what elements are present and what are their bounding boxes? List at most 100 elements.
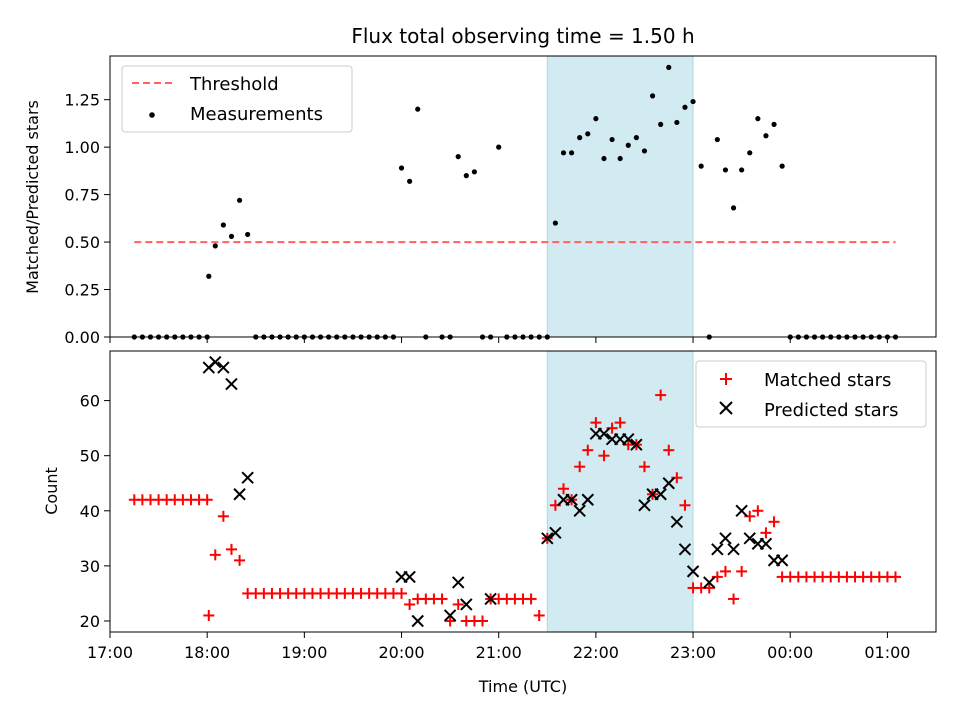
measurement-point <box>552 220 558 226</box>
top-y-tick-label: 0.75 <box>64 186 100 205</box>
bottom-y-tick-label: 60 <box>80 392 100 411</box>
measurement-point <box>641 148 648 154</box>
measurement-point <box>739 167 745 173</box>
matched-star-marker <box>590 417 602 429</box>
matched-star-marker <box>768 516 780 528</box>
threshold-legend-label: Threshold <box>189 74 279 95</box>
predicted-star-marker-b <box>686 565 700 578</box>
top-y-tick-label: 1.00 <box>64 138 100 157</box>
predicted-star-marker <box>743 532 756 545</box>
top-y-tick-label: 0.50 <box>64 233 100 252</box>
x-tick-label: 17:00 <box>87 643 133 662</box>
predicted-star-marker-b <box>638 499 651 512</box>
top-panel: 0.00 0.25 0.50 0.75 1.00 1.25 Flux total obse… <box>23 24 937 347</box>
matched-star-marker <box>703 582 715 594</box>
predicted-stars-legend-label: Predicted stars <box>764 400 898 421</box>
predicted-star-marker <box>452 576 465 589</box>
predicted-star-marker <box>638 499 651 512</box>
predicted-star-marker-b <box>241 471 254 484</box>
measurement-point <box>755 116 761 122</box>
matched-star-marker <box>557 483 569 495</box>
measurement-point <box>771 121 777 127</box>
bottom-y-tick-label: 20 <box>80 612 100 631</box>
predicted-star-marker-b <box>565 493 578 506</box>
predicted-star-marker <box>403 570 416 584</box>
predicted-star-marker <box>241 471 254 484</box>
matched-star-marker <box>582 444 594 456</box>
matched-star-marker <box>477 615 489 627</box>
matched-star-marker <box>396 587 408 599</box>
measurement-point <box>649 93 656 99</box>
measurement-point <box>609 136 615 143</box>
x-tick-label: 01:00 <box>864 643 910 662</box>
top-plot-frame <box>109 55 937 338</box>
measurement-point <box>455 154 461 160</box>
matched-star-marker <box>679 499 691 511</box>
measurements-legend-label: Measurements <box>190 104 323 125</box>
measurement-point <box>779 163 785 169</box>
measurement-point <box>206 273 212 279</box>
measurement-point <box>463 173 469 179</box>
predicted-star-marker <box>727 543 740 556</box>
predicted-star-marker <box>686 565 700 578</box>
matched-star-marker <box>201 494 213 506</box>
measurement-point <box>617 155 623 162</box>
measurement-point <box>625 142 631 148</box>
matched-stars-legend-swatch <box>720 373 732 385</box>
bottom-plot-frame <box>109 350 937 633</box>
predicted-star-marker <box>662 477 675 490</box>
predicted-star-marker-b <box>597 427 611 440</box>
matched-star-marker <box>404 598 416 610</box>
predicted-star-marker <box>630 438 643 451</box>
predicted-star-marker <box>597 427 611 440</box>
top-y-tick-label: 1.25 <box>64 91 100 110</box>
measurement-point <box>698 163 704 169</box>
predicted-star-marker <box>735 504 748 517</box>
predicted-star-marker-b <box>541 532 554 545</box>
measurements-legend-swatch <box>149 112 155 118</box>
measurement-point <box>682 104 688 110</box>
predicted-star-marker-b <box>460 598 473 611</box>
predicted-star-marker-b <box>711 543 724 556</box>
predicted-star-marker-b <box>743 532 756 545</box>
x-tick-label: 20:00 <box>378 643 424 662</box>
predicted-star-marker-b <box>217 361 230 374</box>
matched-star-marker <box>533 609 545 621</box>
predicted-star-marker-b <box>443 609 457 622</box>
predicted-star-marker-b <box>225 377 238 391</box>
predicted-star-marker <box>573 504 586 517</box>
bottom-y-tick-label: 30 <box>80 557 100 576</box>
measurement-point <box>245 231 251 238</box>
predicted-star-marker <box>443 609 457 622</box>
predicted-star-marker-b <box>654 488 667 501</box>
predicted-star-marker <box>565 493 578 506</box>
matched-star-marker <box>203 609 215 621</box>
predicted-star-marker <box>233 488 246 501</box>
predicted-star-marker <box>460 598 473 611</box>
predicted-star-marker <box>678 543 692 556</box>
matched-star-marker <box>736 565 748 577</box>
measurement-point <box>471 169 478 175</box>
bottom-legend-box <box>695 360 927 428</box>
bottom-legend: Matched stars Predicted stars <box>695 360 927 428</box>
predicted-star-marker <box>484 592 497 606</box>
predicted-star-marker-b <box>233 488 246 501</box>
predicted-star-marker-b <box>581 493 594 506</box>
matched-star-marker <box>574 461 586 473</box>
measurement-point <box>593 116 599 122</box>
predicted-star-marker <box>411 614 424 628</box>
measurement-point <box>601 155 607 162</box>
predicted-star-marker-b <box>484 592 497 606</box>
predicted-star-marker-b <box>759 537 773 551</box>
predicted-star-marker <box>775 554 789 567</box>
matched-star-marker <box>890 571 902 583</box>
measurement-point <box>658 121 664 127</box>
matched-star-marker <box>728 593 740 605</box>
matched-star-marker <box>225 543 237 555</box>
predicted-star-marker-b <box>630 438 643 451</box>
measurement-point <box>415 106 421 112</box>
measurement-point <box>228 233 235 239</box>
measurement-point <box>212 243 218 249</box>
predicted-star-marker <box>622 432 635 446</box>
